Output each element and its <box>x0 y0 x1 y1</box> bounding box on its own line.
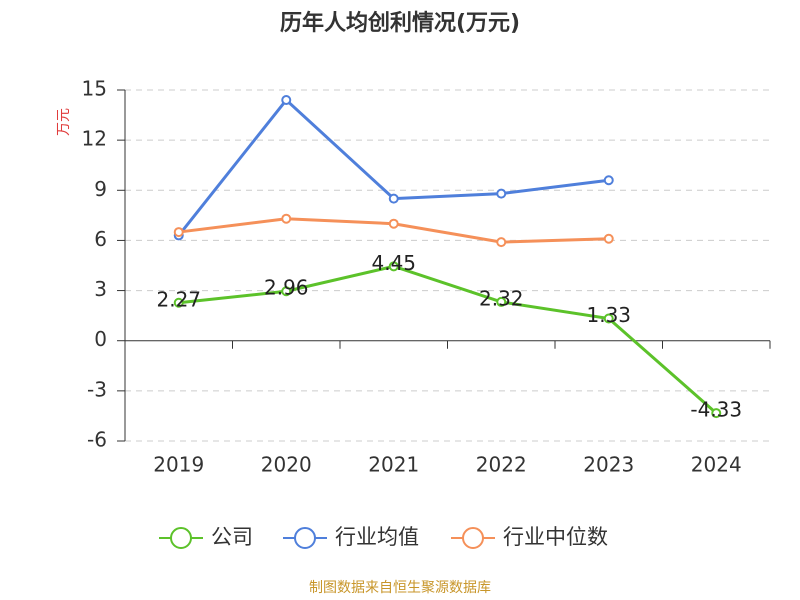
data-point <box>603 175 614 186</box>
y-tick-label: 6 <box>94 227 107 251</box>
x-tick-label: 2023 <box>583 453 634 477</box>
data-point <box>711 408 722 419</box>
legend-marker <box>294 527 316 549</box>
data-point <box>388 218 399 229</box>
y-tick-label: 9 <box>94 177 107 201</box>
data-point <box>603 313 614 324</box>
x-tick-label: 2022 <box>476 453 527 477</box>
x-tick-label: 2024 <box>691 453 742 477</box>
y-axis-label: 万元 <box>56 108 72 136</box>
legend-marker <box>462 527 484 549</box>
data-point <box>281 95 292 106</box>
data-point <box>173 227 184 238</box>
data-label: 2.27 <box>156 287 201 311</box>
legend-marker <box>170 527 192 549</box>
y-tick-label: 12 <box>82 127 107 151</box>
data-label: -4.33 <box>690 398 742 422</box>
y-tick-label: 0 <box>94 327 107 351</box>
data-point <box>496 296 507 307</box>
data-point <box>388 193 399 204</box>
data-label: 1.33 <box>586 303 631 327</box>
data-label: 2.96 <box>264 276 309 300</box>
data-point <box>496 188 507 199</box>
data-point <box>388 261 399 272</box>
series-line <box>177 97 609 237</box>
data-point <box>496 237 507 248</box>
legend-label: 公司 <box>211 525 253 549</box>
legend-label: 行业中位数 <box>503 525 608 549</box>
legend-label: 行业均值 <box>335 525 419 549</box>
data-label: 2.32 <box>479 286 524 310</box>
x-tick-label: 2020 <box>261 453 312 477</box>
chart-title: 历年人均创利情况(万元) <box>280 10 520 36</box>
x-tick-label: 2021 <box>368 453 419 477</box>
x-tick-label: 2019 <box>153 453 204 477</box>
y-tick-label: -6 <box>87 428 107 452</box>
data-label: 4.45 <box>371 251 416 275</box>
y-tick-label: 15 <box>82 77 107 101</box>
series-line <box>178 264 718 415</box>
data-point <box>173 297 184 308</box>
source-note: 制图数据来自恒生聚源数据库 <box>309 580 491 596</box>
data-point <box>281 213 292 224</box>
y-tick-label: -3 <box>87 377 107 401</box>
data-point <box>603 233 614 244</box>
y-tick-label: 3 <box>94 277 107 301</box>
data-point <box>281 286 292 297</box>
